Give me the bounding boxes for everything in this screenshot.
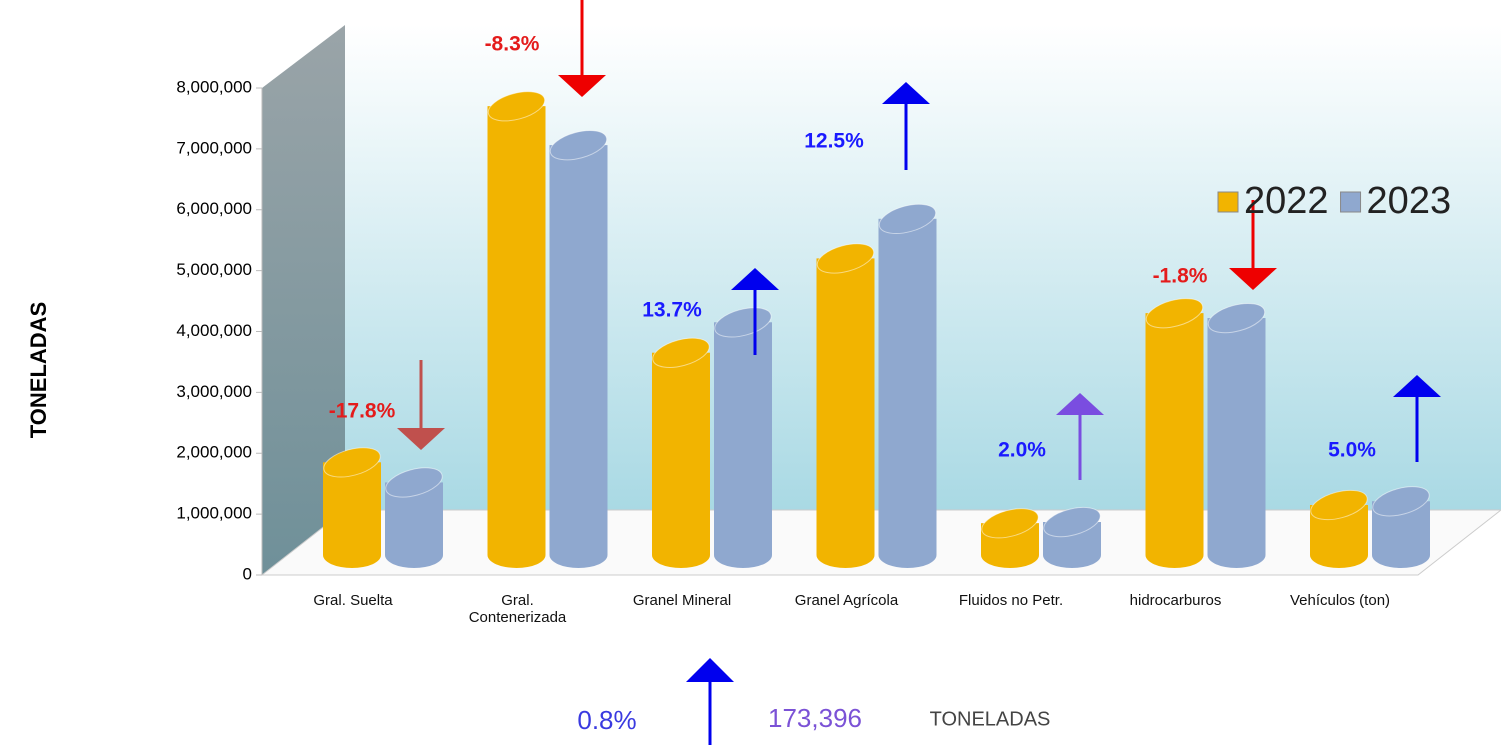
bar-shade: [487, 106, 546, 555]
y-tick-label: 1,000,000: [176, 504, 252, 523]
bar: [1372, 486, 1430, 568]
bar: [714, 307, 772, 568]
bar-top: [1207, 302, 1266, 334]
bar: [816, 243, 875, 568]
bar-top: [981, 508, 1039, 539]
bar-shade: [549, 145, 608, 555]
x-tick-label: Granel Agrícola: [794, 592, 899, 609]
annotation-arrow-head: [558, 75, 606, 97]
bar-shade: [323, 462, 381, 555]
annotation: 12.5%: [804, 130, 864, 153]
y-tick-label: 6,000,000: [176, 199, 252, 218]
footer-change: 0.8%: [577, 705, 636, 735]
x-tick-label: Fluidos no Petr.: [958, 592, 1064, 609]
bar: [549, 130, 608, 568]
bar: [1207, 302, 1266, 568]
annotation-arrow-head: [397, 428, 445, 450]
bar-top: [878, 203, 937, 235]
annotation-arrow-head: [1393, 375, 1441, 397]
bar: [487, 91, 546, 568]
y-tick-label: 4,000,000: [176, 321, 252, 340]
annotation: -8.3%: [485, 33, 540, 56]
legend-label: 2023: [1367, 180, 1452, 222]
bar-top: [652, 337, 710, 368]
annotation-arrow-head: [1056, 393, 1104, 415]
legend-swatch: [1340, 191, 1362, 213]
side-wall: [262, 25, 345, 575]
bar-top: [385, 467, 443, 498]
annotation-arrow-head: [1229, 268, 1277, 290]
bar-shade: [816, 258, 875, 555]
bar-shade: [1145, 313, 1204, 555]
bar: [385, 467, 443, 568]
bar-top: [323, 447, 381, 478]
bar: [323, 447, 381, 568]
bar-top: [816, 243, 875, 274]
y-tick-label: 5,000,000: [176, 260, 252, 279]
footer-arrow-head: [686, 658, 734, 682]
annotation: 13.7%: [642, 299, 702, 322]
bar-top: [487, 91, 546, 122]
x-tick-label: Granel Mineral: [632, 592, 732, 609]
bar-top: [1372, 486, 1430, 517]
bar-shade: [878, 218, 937, 555]
annotation: -17.8%: [329, 400, 396, 423]
bar-shade: [1207, 318, 1266, 555]
y-tick-label: 7,000,000: [176, 138, 252, 157]
y-tick-label: 8,000,000: [176, 77, 252, 96]
footer-difference: 173,396: [768, 703, 862, 733]
bar-top: [1043, 506, 1101, 538]
x-tick-label: Vehículos (ton): [1289, 592, 1391, 609]
legend-swatch: [1217, 191, 1239, 213]
y-tick-label: 3,000,000: [176, 382, 252, 401]
bar-shade: [714, 322, 772, 555]
legend-label: 2022: [1244, 180, 1329, 222]
bar-top: [1310, 489, 1368, 521]
y-axis-label: TONELADAS: [26, 302, 51, 439]
bar: [981, 508, 1039, 568]
bar-shade: [652, 352, 710, 555]
y-tick-label: 2,000,000: [176, 443, 252, 462]
x-tick-label: Gral. Suelta: [313, 592, 393, 609]
annotation-arrow-head: [882, 82, 930, 104]
bar-top: [714, 307, 772, 338]
footer-unit: TONELADAS: [930, 708, 1051, 730]
bar: [878, 203, 937, 568]
bar-top: [1145, 298, 1204, 329]
bar: [1043, 506, 1101, 568]
bar: [652, 337, 710, 568]
bar: [1145, 298, 1204, 568]
x-tick-label: Gral. Contenerizada: [468, 592, 567, 626]
annotation-arrow-head: [731, 268, 779, 290]
bar: [1310, 489, 1368, 568]
annotation: 5.0%: [1328, 439, 1376, 462]
y-tick-label: 0: [243, 564, 252, 583]
bar-top: [549, 130, 608, 161]
x-tick-label: hidrocarburos: [1129, 592, 1222, 609]
annotation: 2.0%: [998, 439, 1046, 462]
annotation: -1.8%: [1153, 265, 1208, 288]
